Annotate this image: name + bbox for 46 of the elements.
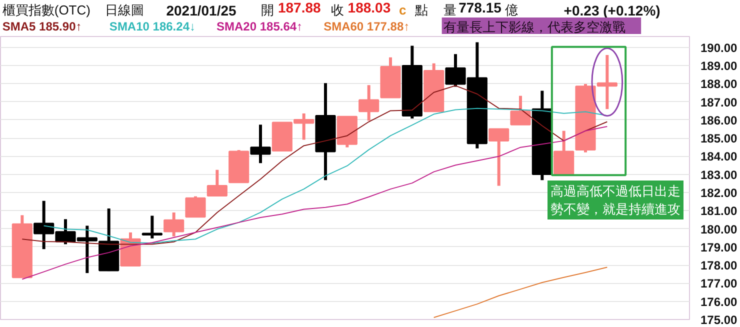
candlestick [142, 216, 162, 238]
candlestick [488, 128, 510, 186]
y-tick-label: 187.00 [700, 95, 738, 110]
text: 量 [444, 2, 457, 18]
text: SMA20 185.64↑ [216, 20, 303, 34]
y-tick-label: 183.00 [700, 168, 738, 182]
text: 收 [331, 2, 344, 18]
y-tick-label: 175.00 [700, 313, 738, 327]
y-tick-label: 185.00 [700, 132, 738, 146]
y-tick-label: 182.00 [700, 186, 738, 200]
chart-title: 櫃買指數(OTC) [2, 2, 90, 18]
text: 778.15 [458, 0, 502, 16]
y-tick-label: 188.00 [700, 77, 738, 92]
y-tick-label: 179.00 [700, 240, 738, 254]
y-tick-label: 176.00 [700, 294, 738, 309]
text: +0.23 (+0.12%) [564, 2, 660, 18]
y-tick-label: 180.00 [700, 222, 738, 236]
candlestick [596, 55, 618, 110]
annotation: 高過高低不過低日出走勢不變，就是持續進攻 [550, 184, 680, 216]
candlestick [554, 130, 574, 175]
candlestick [510, 96, 531, 126]
text: 188.03 [348, 0, 391, 16]
line-series [433, 266, 608, 318]
text: c [399, 2, 406, 18]
y-tick-label: 189.00 [700, 59, 738, 74]
candlestick [250, 124, 271, 164]
text: 有量長上下影線，代表多空激戰 [444, 20, 626, 34]
text: 開 [261, 2, 274, 18]
y-tick-label: 177.00 [700, 276, 738, 291]
candlestick [206, 170, 228, 197]
text: 點 [414, 2, 428, 18]
y-tick-label: 184.00 [700, 150, 738, 164]
text: SMA10 186.24↓ [109, 20, 196, 34]
text: 2021/01/25 [166, 2, 237, 18]
y-tick-label: 186.00 [700, 113, 738, 128]
y-tick-label: 181.00 [700, 204, 738, 218]
text: 億 [505, 2, 518, 18]
text: SMA5 185.90↑ [2, 20, 82, 34]
text: 187.88 [278, 0, 321, 16]
text: 日線圖 [104, 2, 144, 18]
candlestick [164, 212, 184, 236]
y-tick-label: 190.00 [700, 40, 738, 55]
y-tick-label: 178.00 [700, 258, 738, 273]
candlestick [358, 85, 380, 121]
candlestick [185, 196, 206, 218]
text: SMA60 177.88↑ [324, 20, 410, 34]
